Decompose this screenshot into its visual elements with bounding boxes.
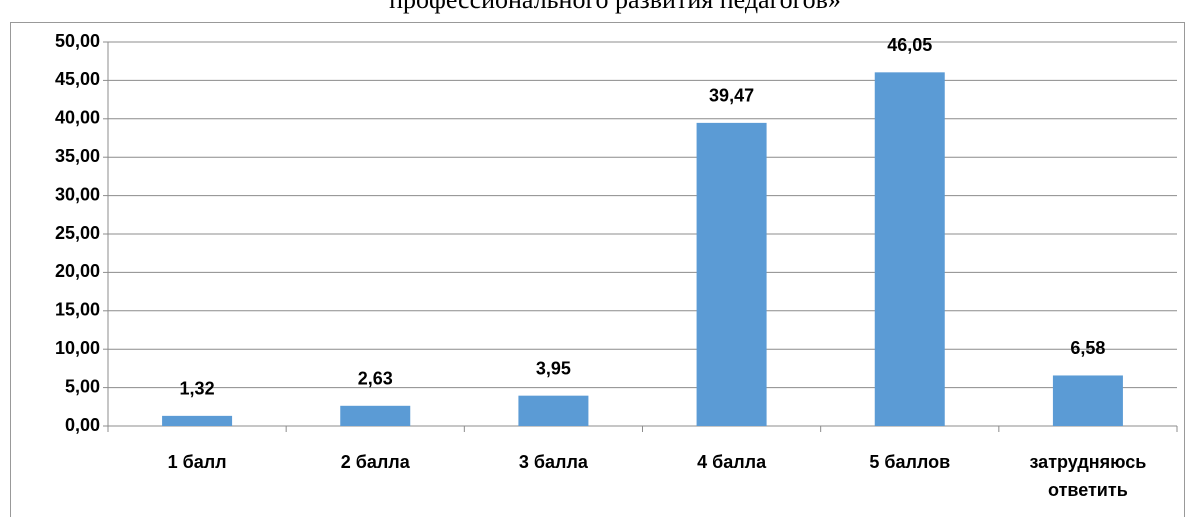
data-label: 2,63 <box>358 369 393 389</box>
y-tick-label: 25,00 <box>55 223 100 243</box>
y-tick-label: 10,00 <box>55 338 100 358</box>
bar <box>518 395 589 426</box>
data-label: 1,32 <box>180 379 215 399</box>
y-tick-label: 0,00 <box>65 415 100 435</box>
data-label: 6,58 <box>1070 338 1105 358</box>
y-tick-label: 35,00 <box>55 146 100 166</box>
y-tick-label: 50,00 <box>55 31 100 51</box>
chart-title: профессионального развития педагогов» <box>389 0 841 14</box>
y-tick-label: 20,00 <box>55 261 100 281</box>
bar <box>696 122 767 427</box>
data-label: 46,05 <box>887 35 932 55</box>
x-tick-label: 1 балл <box>167 452 227 472</box>
bar <box>162 415 233 426</box>
y-tick-label: 30,00 <box>55 184 100 204</box>
x-tick-label: затрудняюсь ответить <box>1029 452 1147 500</box>
data-label: 39,47 <box>709 86 754 106</box>
data-label: 3,95 <box>536 358 571 378</box>
bar <box>340 405 411 426</box>
chart-border <box>10 22 1185 517</box>
y-tick-label: 40,00 <box>55 108 100 128</box>
y-tick-label: 45,00 <box>55 69 100 89</box>
bar <box>874 72 945 426</box>
x-tick-label: 5 баллов <box>869 452 951 472</box>
x-tick-label: 4 балла <box>697 452 767 472</box>
y-tick-label: 5,00 <box>65 376 100 396</box>
bar <box>1052 375 1123 426</box>
x-tick-label: 2 балла <box>340 452 410 472</box>
y-tick-label: 15,00 <box>55 300 100 320</box>
x-tick-label: 3 балла <box>518 452 588 472</box>
